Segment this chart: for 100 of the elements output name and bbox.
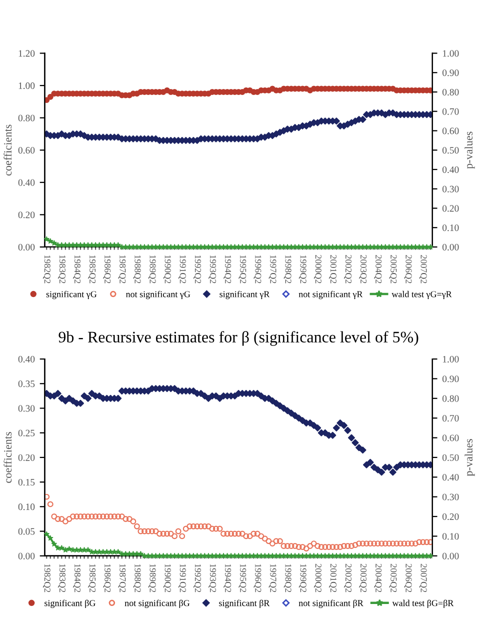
x-tick-label: 1994Q2: [224, 255, 232, 284]
y2-tick-label: 0.10: [442, 224, 459, 232]
x-tick-label: 1987Q2: [118, 564, 126, 592]
y-tick-label: 0.40: [18, 179, 35, 186]
x-tick-label: 1986Q2: [103, 564, 111, 592]
y2-tick-label: 0.90: [442, 70, 459, 76]
x-tick-label: 1984Q2: [73, 255, 81, 284]
x-tick-label: 1998Q2: [284, 255, 292, 284]
x-tick-label: 1982Q2: [42, 564, 50, 592]
x-tick-label: 2005Q2: [389, 255, 397, 284]
legend-label: significant γG: [46, 290, 97, 300]
y-tick-label: 0.05: [18, 528, 35, 535]
y2-tick-label: 0.80: [442, 395, 459, 402]
x-tick-label: 1997Q2: [268, 255, 276, 284]
x-tick-label: 2006Q2: [404, 255, 412, 284]
y2-tick-label: 0.50: [442, 454, 459, 461]
y2-axis-title: p-values: [464, 439, 475, 476]
y2-tick-label: 0.70: [442, 108, 459, 115]
x-tick-label: 1984Q2: [73, 564, 81, 592]
x-tick-label: 1985Q2: [88, 564, 96, 592]
x-tick-label: 2004Q2: [374, 255, 382, 284]
x-tick-label: 1999Q2: [298, 255, 306, 284]
x-tick-label: 2006Q2: [404, 564, 412, 592]
y-tick-label: 0.20: [18, 212, 35, 218]
x-tick-label: 1985Q2: [88, 255, 96, 284]
x-tick-label: 1992Q2: [194, 564, 201, 592]
x-tick-label: 1988Q2: [133, 564, 141, 592]
y-tick-label: 0.30: [18, 405, 35, 412]
y2-tick-label: 0.60: [442, 128, 459, 134]
x-tick-label: 1993Q2: [208, 255, 216, 284]
y2-tick-label: 0.20: [442, 513, 459, 520]
x-tick-label: 1987Q2: [118, 255, 126, 284]
x-tick-label: 1998Q2: [284, 564, 292, 592]
x-tick-label: 2000Q2: [314, 255, 322, 284]
x-tick-label: 1995Q2: [238, 564, 246, 592]
x-tick-label: 1990Q2: [163, 564, 171, 592]
x-tick-label: 1994Q2: [224, 564, 232, 592]
y2-tick-label: 0.00: [442, 244, 459, 250]
x-tick-label: 2002Q2: [344, 564, 352, 592]
legend-label: not significant γR: [298, 290, 363, 300]
y2-tick-label: 0.70: [442, 414, 459, 422]
y2-tick-label: 0.80: [442, 88, 459, 96]
x-tick-label: 1983Q2: [58, 255, 66, 284]
x-tick-label: 1986Q2: [103, 255, 111, 284]
legend-label: significant βG: [44, 600, 96, 608]
chart-title: 9b - Recursive estimates for β (significance level of 5%): [58, 331, 418, 346]
y2-tick-label: 1.00: [442, 356, 459, 363]
y-tick-label: 0.80: [18, 114, 35, 122]
y2-tick-label: 0.60: [442, 434, 459, 442]
x-tick-label: 2005Q2: [389, 564, 397, 592]
legend-label: wald test βG=βR: [392, 600, 454, 608]
y-tick-label: 0.25: [18, 430, 35, 436]
x-tick-label: 1991Q2: [178, 255, 186, 284]
x-tick-label: 2004Q2: [374, 564, 382, 592]
x-tick-label: 2002Q2: [344, 255, 352, 284]
y-tick-label: 0.35: [18, 380, 35, 388]
y-tick-label: 0.00: [18, 552, 35, 560]
legend-label: not significant βG: [124, 600, 190, 608]
y-tick-label: 0.15: [18, 478, 35, 486]
y2-tick-label: 0.40: [442, 474, 459, 481]
legend-label: significant γR: [220, 290, 270, 300]
x-tick-label: 1996Q2: [254, 255, 262, 284]
x-tick-label: 1982Q2: [42, 255, 50, 284]
x-tick-label: 2007Q2: [419, 564, 427, 592]
y-tick-label: 0.60: [18, 147, 35, 154]
x-tick-label: 2007Q2: [419, 255, 427, 284]
y-tick-label: 1.00: [18, 82, 35, 90]
x-tick-label: 1988Q2: [133, 255, 141, 284]
y-tick-label: 0.40: [18, 356, 35, 363]
y-axis-title: coefficients: [4, 432, 12, 483]
x-tick-label: 1992Q2: [194, 255, 201, 284]
x-tick-label: 1999Q2: [298, 564, 306, 592]
x-tick-label: 1989Q2: [148, 564, 156, 592]
y2-axis-title: p-values: [464, 132, 475, 169]
y-tick-label: 0.00: [18, 244, 35, 250]
x-tick-label: 1997Q2: [268, 564, 276, 592]
x-tick-label: 2003Q2: [359, 255, 367, 284]
y2-tick-label: 0.50: [442, 147, 459, 154]
y-tick-label: 1.20: [18, 50, 35, 57]
y2-tick-label: 0.30: [442, 186, 459, 192]
x-tick-label: 1983Q2: [58, 564, 66, 592]
y2-tick-label: 0.00: [442, 552, 459, 560]
x-tick-label: 2001Q2: [329, 564, 336, 592]
y-tick-label: 0.20: [18, 454, 35, 461]
y2-tick-label: 0.90: [442, 376, 459, 382]
x-tick-label: 1989Q2: [148, 255, 156, 284]
legend-label: not significant γG: [126, 290, 190, 300]
x-tick-label: 1991Q2: [178, 564, 186, 592]
x-tick-label: 1990Q2: [163, 255, 171, 284]
x-tick-label: 2000Q2: [314, 564, 322, 592]
legend-label: significant βR: [219, 600, 270, 608]
x-tick-label: 2003Q2: [359, 564, 367, 592]
legend-label: not significant βR: [298, 600, 364, 608]
y2-tick-label: 0.10: [442, 533, 459, 540]
x-tick-label: 1995Q2: [238, 255, 246, 284]
y2-tick-label: 0.40: [442, 166, 459, 173]
y-axis-title: coefficients: [4, 124, 12, 176]
y2-tick-label: 1.00: [442, 50, 459, 57]
x-tick-label: 2001Q2: [329, 255, 336, 284]
x-tick-label: 1996Q2: [254, 564, 262, 592]
